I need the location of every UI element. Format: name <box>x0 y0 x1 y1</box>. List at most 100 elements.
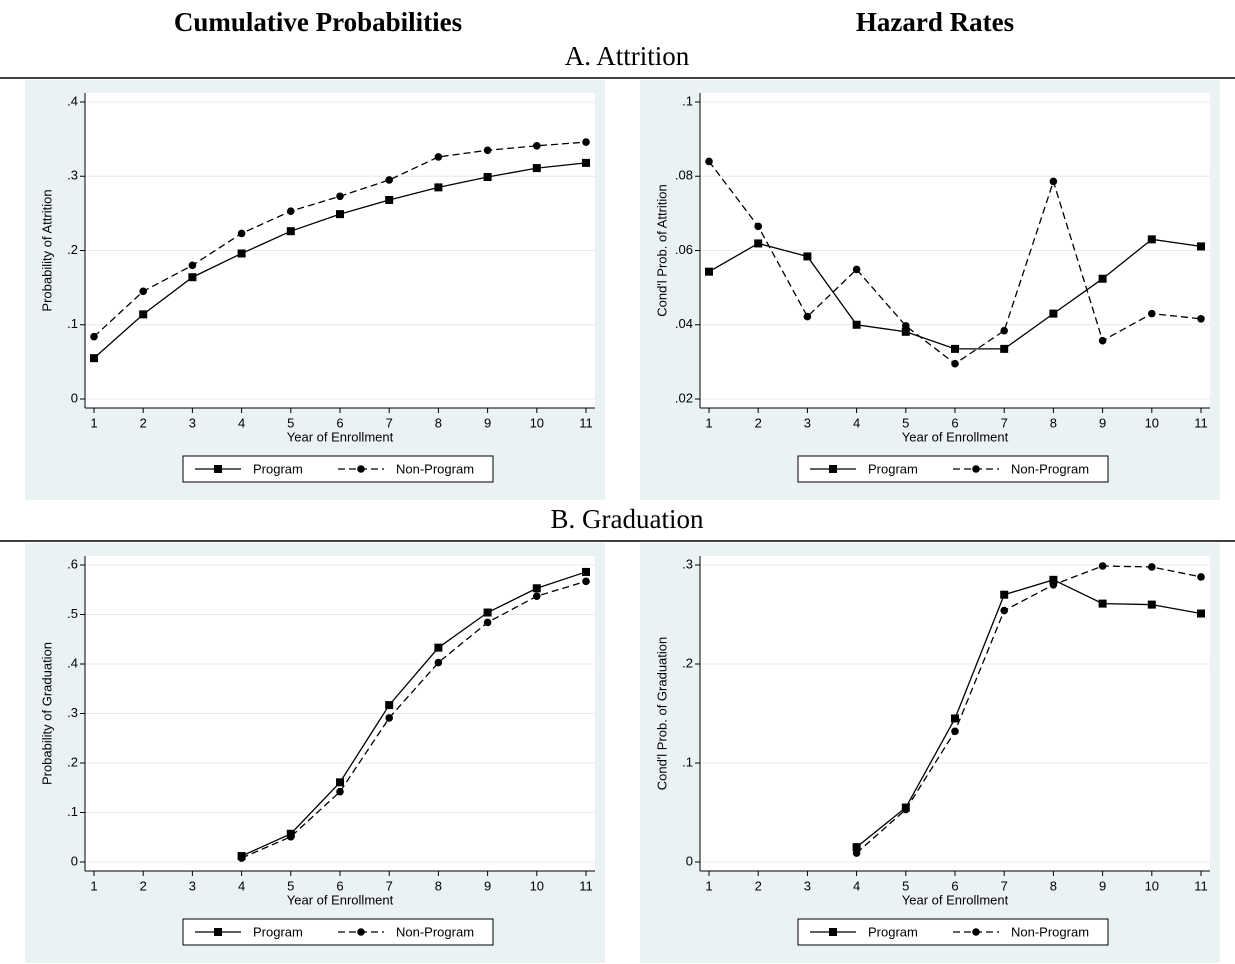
marker <box>1148 309 1156 318</box>
marker <box>582 577 590 586</box>
y-tick-label: .5 <box>67 606 78 621</box>
x-axis-title: Year of Enrollment <box>287 892 394 907</box>
marker <box>90 332 98 341</box>
x-tick-label: 9 <box>484 878 491 893</box>
marker <box>902 805 910 814</box>
marker <box>483 172 492 181</box>
y-tick-label: .3 <box>682 556 693 571</box>
marker <box>951 714 959 723</box>
marker <box>582 138 590 146</box>
marker <box>582 567 590 576</box>
marker <box>852 849 861 857</box>
marker <box>1000 344 1009 353</box>
marker <box>754 222 762 231</box>
x-tick-label: 11 <box>579 415 593 430</box>
y-tick-label: .1 <box>682 93 693 108</box>
marker <box>1049 177 1058 186</box>
y-tick-label: .2 <box>67 242 78 257</box>
y-tick-label: .2 <box>682 655 693 670</box>
marker <box>188 273 197 282</box>
x-tick-label: 10 <box>1145 878 1159 893</box>
x-tick-label: 2 <box>140 415 147 430</box>
marker <box>1197 242 1205 251</box>
x-tick-label: 10 <box>530 415 544 430</box>
marker <box>434 153 443 161</box>
y-tick-label: 0 <box>71 390 78 405</box>
marker <box>385 701 394 710</box>
x-tick-label: 7 <box>386 878 393 893</box>
y-tick-label: 0 <box>71 853 78 868</box>
y-axis-title: Probability of Attrition <box>39 189 54 311</box>
x-tick-label: 3 <box>804 878 811 893</box>
marker <box>336 192 344 201</box>
x-tick-label: 11 <box>1194 878 1208 893</box>
x-tick-label: 7 <box>1001 415 1008 430</box>
x-tick-label: 5 <box>287 415 294 430</box>
marker <box>483 618 492 627</box>
x-tick-label: 10 <box>530 878 544 893</box>
marker <box>705 157 713 166</box>
marker <box>139 287 147 296</box>
marker <box>287 832 295 841</box>
y-tick-label: .3 <box>67 168 78 183</box>
y-tick-label: .1 <box>67 316 78 331</box>
marker <box>1147 600 1156 609</box>
y-tick-label: .3 <box>67 705 78 720</box>
marker <box>1197 609 1205 618</box>
y-tick-label: .4 <box>67 655 78 670</box>
y-tick-label: .08 <box>675 168 693 183</box>
y-axis-title: Probability of Graduation <box>39 642 54 785</box>
marker <box>237 229 246 238</box>
x-tick-label: 3 <box>804 415 811 430</box>
y-tick-label: .04 <box>675 316 693 331</box>
marker <box>852 320 861 329</box>
plot-area <box>700 556 1210 871</box>
marker <box>188 261 197 270</box>
x-tick-label: 5 <box>902 878 909 893</box>
marker <box>385 714 394 722</box>
marker <box>532 164 541 173</box>
x-axis-title: Year of Enrollment <box>902 429 1009 444</box>
marker <box>1197 315 1205 323</box>
column-header: Hazard Rates <box>856 7 1014 37</box>
marker <box>852 843 861 852</box>
legend-marker <box>829 928 837 936</box>
legend-marker <box>829 465 837 473</box>
legend-label: Program <box>868 461 918 476</box>
x-tick-label: 6 <box>951 878 958 893</box>
y-tick-label: .02 <box>675 390 693 405</box>
x-tick-label: 6 <box>336 878 343 893</box>
marker <box>705 267 713 276</box>
marker <box>1098 562 1107 570</box>
marker <box>1148 563 1156 571</box>
legend-label: Non-Program <box>1011 461 1089 476</box>
marker <box>336 787 344 796</box>
series-line <box>241 571 587 857</box>
x-tick-label: 6 <box>951 415 958 430</box>
x-tick-label: 8 <box>435 415 442 430</box>
x-tick-label: 3 <box>189 415 196 430</box>
x-tick-label: 7 <box>1001 878 1008 893</box>
y-tick-label: .1 <box>67 804 78 819</box>
x-tick-label: 2 <box>755 415 762 430</box>
x-tick-label: 9 <box>1099 878 1106 893</box>
marker <box>385 196 394 205</box>
x-tick-label: 8 <box>1050 878 1057 893</box>
x-tick-label: 1 <box>90 878 97 893</box>
marker <box>139 310 148 319</box>
x-tick-label: 1 <box>705 415 712 430</box>
marker <box>902 322 910 330</box>
x-tick-label: 3 <box>189 878 196 893</box>
series-line <box>856 579 1202 848</box>
marker <box>901 327 910 336</box>
y-tick-label: 0 <box>686 853 693 868</box>
section-title: B. Graduation <box>551 504 704 534</box>
marker <box>1000 606 1008 615</box>
marker <box>434 643 443 652</box>
legend-marker <box>357 928 365 936</box>
legend-marker <box>972 465 980 473</box>
marker <box>434 658 443 667</box>
section-title: A. Attrition <box>565 41 690 71</box>
marker <box>1049 575 1058 584</box>
